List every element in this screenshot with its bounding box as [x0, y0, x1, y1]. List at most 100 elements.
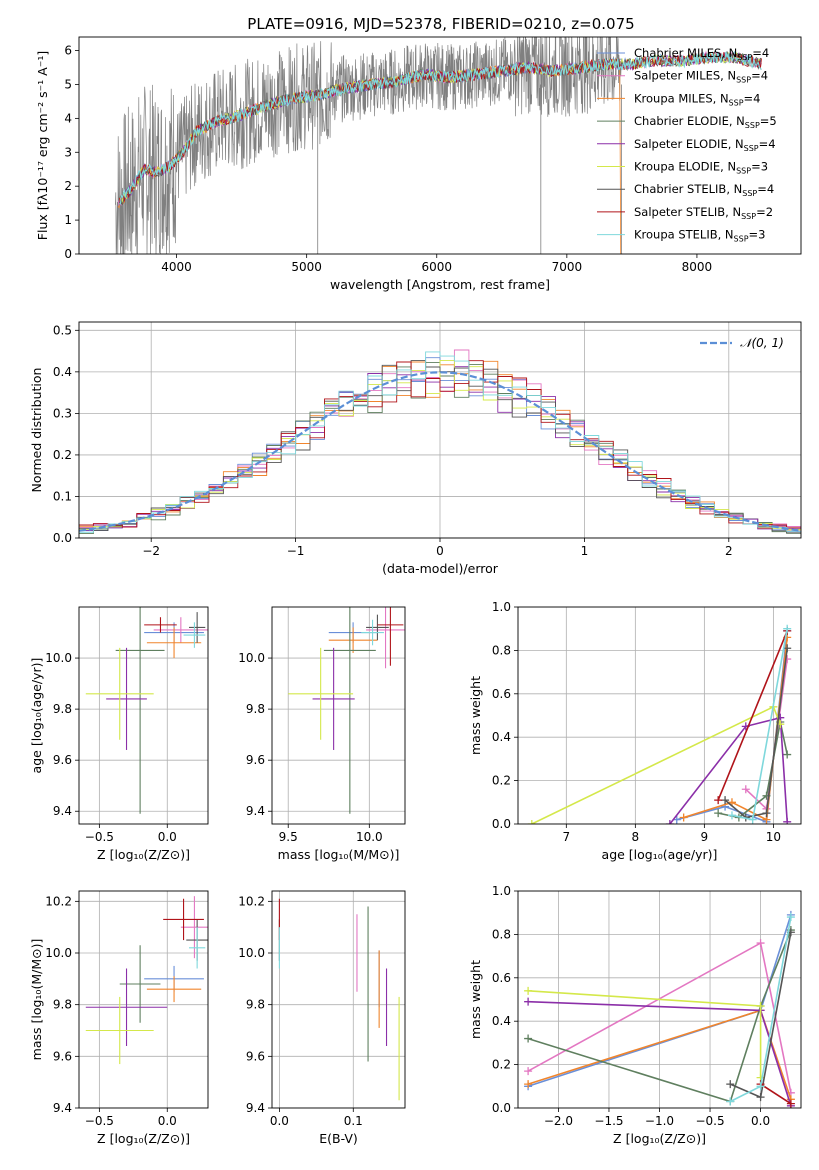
- spectrum-panel: 4000 5000 6000 7000 8000 0 1 2 3 4 5 6 wavelength [A…: [35, 36, 802, 292]
- spectrum-legend: Chabrier MILES, NSSP=4 Salpeter MILES, NS…: [597, 46, 777, 244]
- y-tick-label: 9.4: [246, 1101, 265, 1115]
- y-tick-label: 1.0: [492, 600, 511, 614]
- y-tick-label: 10.2: [238, 894, 265, 908]
- point-kroupa-miles: [328, 627, 378, 653]
- point-salpeter-miles: [366, 607, 405, 669]
- y-tick-label: 9.8: [53, 702, 72, 716]
- legend-entry-kroupa-miles: Kroupa MILES, NSSP=4: [634, 91, 761, 107]
- model-line-kroupa-stelib: [119, 50, 762, 205]
- data-point-marker: [524, 1067, 533, 1076]
- mass-vs-Z-frame: [78, 890, 209, 1109]
- series-line: [531, 705, 782, 824]
- point-salpeter-miles: [180, 896, 208, 959]
- y-tick-label: 2: [64, 179, 72, 193]
- data-point-marker: [524, 1034, 533, 1043]
- legend-entry-chabrier-elodie: Chabrier ELODIE, NSSP=5: [634, 114, 777, 130]
- x-tick-label: −0.5: [695, 1114, 724, 1128]
- point-salpeter-elodie: [106, 647, 147, 750]
- y-tick-label: 10.0: [45, 651, 72, 665]
- x-axis-label: Z [log₁₀(Z/Z⊙)]: [97, 1131, 190, 1146]
- x-tick-label: −1: [287, 544, 305, 558]
- mass-weight-vs-age-panel: 7 8 9 10 0.0 0.2 0.4 0.6 0.8 1.0 age [log₁₀(age/yr…: [468, 600, 802, 862]
- y-tick-label: 0.4: [492, 730, 511, 744]
- data-point-marker: [783, 817, 792, 824]
- x-tick-label: 8: [632, 830, 640, 844]
- data-point-marker: [679, 813, 688, 822]
- legend-entry-kroupa-stelib: Kroupa STELIB, NSSP=3: [634, 228, 766, 244]
- data-point-marker: [524, 986, 533, 995]
- y-tick-label: 9.6: [246, 753, 265, 767]
- y-axis-label: mass weight: [468, 676, 483, 755]
- series-chabrier-stelib: [726, 928, 795, 1102]
- y-tick-label: 0.8: [492, 927, 511, 941]
- point-salpeter-elodie: [312, 647, 355, 750]
- weight-vs-age-frame: [517, 606, 802, 825]
- series-salpeter-miles: [524, 939, 795, 1097]
- data-point-marker: [783, 644, 792, 653]
- x-tick-label: 0.0: [158, 830, 177, 844]
- data-point-marker: [726, 1080, 735, 1089]
- histogram-salpeter-stelib: [79, 360, 801, 529]
- point-kroupa-elodie: [85, 996, 154, 1065]
- x-axis-label: Z [log₁₀(Z/Z⊙)]: [613, 1131, 706, 1146]
- x-tick-label: 9.5: [279, 830, 298, 844]
- age-vs-metallicity-panel: −0.5 0.0 9.4 9.6 9.8 10.0 Z [log₁₀(Z/Z⊙)] age […: [29, 606, 209, 862]
- y-tick-label: 0.2: [492, 774, 511, 788]
- series-line: [669, 716, 788, 824]
- x-tick-label: 4000: [161, 260, 192, 274]
- x-tick-label: −0.5: [85, 1114, 114, 1128]
- point-chabrier-stelib: [366, 614, 389, 641]
- x-tick-label: 0.1: [344, 1114, 363, 1128]
- series-line: [717, 630, 788, 801]
- x-tick-label: 10.0: [356, 830, 383, 844]
- data-point-marker: [786, 1099, 795, 1108]
- data-point-marker: [783, 750, 792, 759]
- data-point-marker: [665, 820, 674, 824]
- age-vs-Z-frame: [78, 606, 209, 825]
- x-tick-label: −1.5: [594, 1114, 623, 1128]
- legend-entry-salpeter-stelib: Salpeter STELIB, NSSP=2: [634, 205, 773, 221]
- data-point-marker: [756, 939, 765, 948]
- mass-vs-ebv-frame: [271, 890, 406, 1109]
- y-tick-label: 0: [64, 247, 72, 261]
- y-tick-label: 9.6: [53, 1049, 72, 1063]
- age-vs-mass-panel: 9.5 10.0 9.4 9.6 9.8 10.0 mass [log₁₀(M/M⊙)]: [238, 606, 406, 862]
- x-tick-label: 0.0: [751, 1114, 770, 1128]
- x-tick-label: 0.0: [270, 1114, 289, 1128]
- mass-weight-vs-metallicity-panel: −2.0 −1.5 −1.0 −0.5 0.0 0.0 0.2 0.4 0.6 0.8 1.0 Z […: [468, 884, 802, 1146]
- residuals-panel: −2 −1 0 1 2 0.0 0.1 0.2 0.3 0.4 0.5 (data-model)/er…: [29, 321, 802, 576]
- data-point-marker: [726, 1097, 735, 1106]
- x-axis-label: Z [log₁₀(Z/Z⊙)]: [97, 847, 190, 862]
- data-point-marker: [756, 1002, 765, 1011]
- mass-vs-ebv-plot-area: [272, 891, 405, 1108]
- data-point-marker: [714, 796, 723, 805]
- y-tick-label: 10.2: [45, 894, 72, 908]
- x-axis-label: wavelength [Angstrom, rest frame]: [330, 277, 550, 292]
- x-tick-label: 1: [581, 544, 589, 558]
- y-tick-label: 5: [64, 77, 72, 91]
- histogram-kroupa-stelib: [79, 351, 801, 533]
- y-tick-label: 10.0: [238, 946, 265, 960]
- point-kroupa-stelib: [361, 619, 384, 646]
- series-line: [760, 1083, 792, 1105]
- y-tick-label: 0.0: [492, 817, 511, 831]
- x-axis-label: age [log₁₀(age/yr)]: [602, 847, 718, 862]
- x-tick-label: −2: [142, 544, 160, 558]
- y-tick-label: 9.6: [246, 1049, 265, 1063]
- age-vs-Z-plot-area: [79, 607, 208, 824]
- weight-vs-Z-frame: [517, 890, 802, 1109]
- y-tick-label: 0.2: [492, 1058, 511, 1072]
- x-axis-label: E(B-V): [319, 1131, 358, 1146]
- series-line: [683, 637, 788, 821]
- data-point-marker: [756, 1082, 765, 1091]
- y-tick-label: 9.8: [246, 702, 265, 716]
- y-tick-label: 10.0: [45, 946, 72, 960]
- x-tick-label: 9: [701, 830, 709, 844]
- y-tick-label: 0.1: [53, 489, 72, 503]
- legend-entry-gaussian: 𝒩(0, 1): [740, 336, 784, 350]
- y-tick-label: 9.4: [53, 1101, 72, 1115]
- point-salpeter-stelib: [163, 898, 204, 941]
- y-tick-label: 9.8: [53, 998, 72, 1012]
- series-salpeter-stelib: [714, 626, 792, 805]
